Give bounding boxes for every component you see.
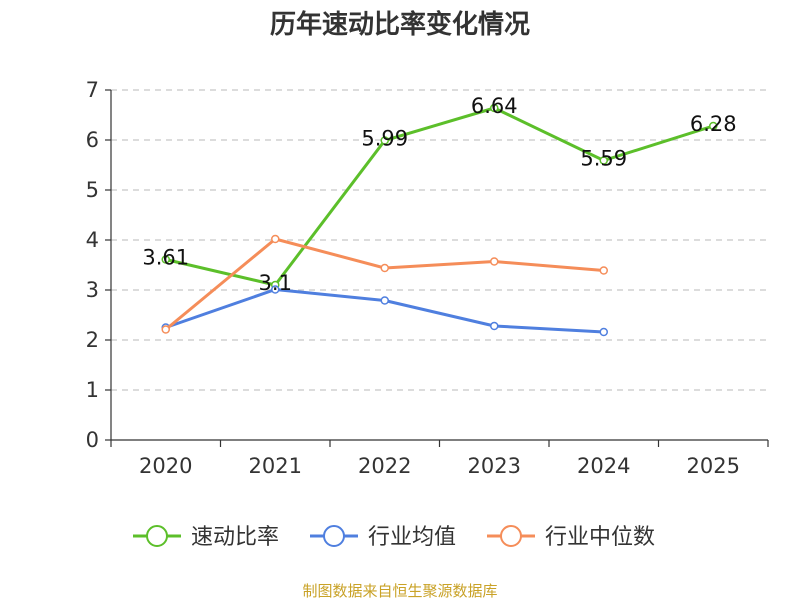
legend-marker	[323, 525, 345, 547]
data-point-0-4[interactable]	[599, 156, 608, 165]
legend[interactable]: 速动比率 行业均值 行业中位数	[133, 525, 655, 550]
legend-marker	[500, 525, 522, 547]
legend-item-2[interactable]: 行业中位数	[487, 525, 655, 550]
legend-label: 行业中位数	[545, 525, 655, 550]
axes: 0 1 2 3 4 5 6 7 2020 2021 2022 2023 2024 2025	[86, 78, 769, 478]
data-point-2-4[interactable]	[599, 266, 608, 275]
y-tick-label: 6	[86, 128, 99, 152]
legend-label: 速动比率	[191, 525, 279, 550]
x-tick-label-2021: 2021	[249, 454, 302, 478]
y-tick-label: 5	[86, 178, 99, 202]
data-point-1-2[interactable]	[380, 296, 389, 305]
y-tick-label: 2	[86, 328, 99, 352]
series-line-0	[165, 106, 714, 287]
legend-item-1[interactable]: 行业均值	[310, 525, 456, 550]
data-point-2-1[interactable]	[271, 234, 280, 244]
x-tick-label-2020: 2020	[139, 454, 192, 478]
data-point-1-1[interactable]	[271, 285, 280, 294]
data-label-0-2: 5.99	[361, 127, 408, 151]
source-note: 制图数据来自恒生聚源数据库	[302, 582, 497, 600]
data-point-2-3[interactable]	[490, 257, 499, 266]
data-labels: 3.61 3.1 5.99 6.64 5.59 6.28	[142, 94, 736, 295]
x-tick-label-2023: 2023	[468, 454, 521, 478]
data-point-1-3[interactable]	[490, 321, 499, 331]
series-group	[161, 103, 718, 337]
legend-marker	[146, 525, 168, 547]
data-label-0-3: 6.64	[471, 94, 518, 118]
legend-item-0[interactable]: 速动比率	[133, 525, 279, 550]
y-tick-label: 1	[86, 378, 99, 402]
chart-title: 历年速动比率变化情况	[270, 9, 530, 40]
x-tick-label-2024: 2024	[577, 454, 630, 478]
x-tick-label-2025: 2025	[687, 454, 740, 478]
x-tick-label-2022: 2022	[358, 454, 411, 478]
y-tick-label: 4	[86, 228, 99, 252]
data-point-0-5[interactable]	[709, 121, 718, 131]
gridlines	[111, 89, 768, 391]
data-point-2-0[interactable]	[161, 325, 170, 334]
y-tick-label: 0	[86, 428, 99, 452]
data-label-0-5: 6.28	[690, 112, 737, 136]
data-label-0-0: 3.61	[142, 246, 189, 270]
data-point-0-3[interactable]	[490, 103, 499, 113]
y-tick-label: 7	[86, 78, 99, 102]
data-label-0-1: 3.1	[259, 271, 292, 295]
series-line-1	[165, 288, 604, 334]
data-label-0-4: 5.59	[580, 147, 627, 171]
legend-label: 行业均值	[368, 525, 456, 550]
series-line-2	[164, 237, 604, 331]
data-point-0-2[interactable]	[380, 136, 389, 145]
data-point-1-4[interactable]	[599, 327, 608, 337]
data-point-0-0[interactable]	[161, 255, 170, 264]
y-tick-label: 3	[86, 278, 99, 302]
data-point-2-2[interactable]	[380, 263, 389, 273]
